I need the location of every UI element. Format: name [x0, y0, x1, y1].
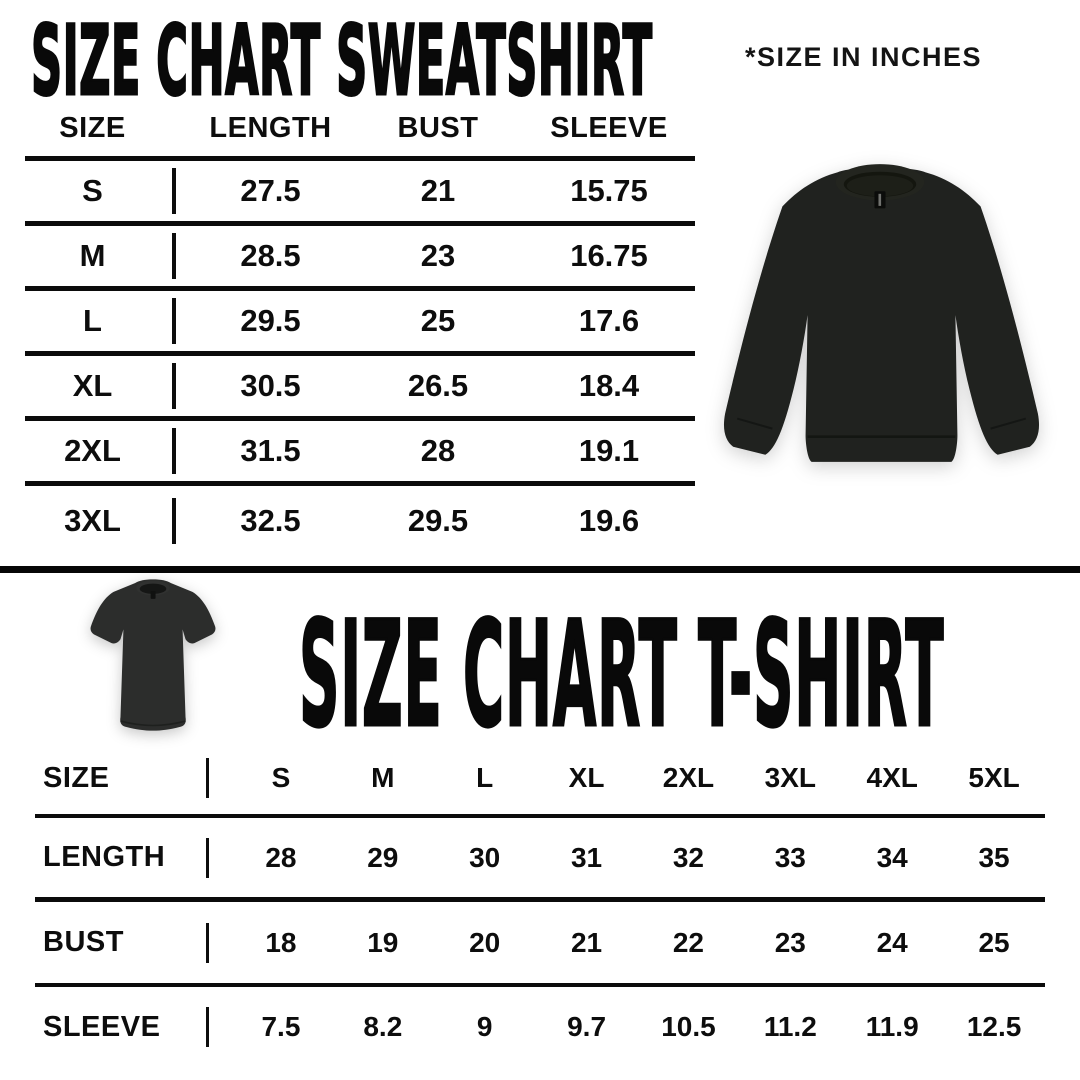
tshirt-image: [90, 579, 216, 731]
size-cell: XL: [72, 368, 113, 403]
table-row: LENGTH 28 29 30 31 32 33 34 35: [35, 818, 1045, 902]
value-cell: 28: [265, 841, 297, 873]
measure-label: LENGTH: [43, 841, 166, 873]
table-row: BUST 18 19 20 21 22 23 24 25: [35, 902, 1045, 987]
value-cell: 11.9: [865, 1011, 919, 1042]
value-cell: 10.5: [661, 1011, 716, 1042]
table-row: SLEEVE 7.5 8.2 9 9.7 10.5 11.2 11.9 12.5: [35, 987, 1045, 1067]
size-column-header: M: [371, 762, 395, 793]
sweatshirt-table-header: SIZE LENGTH BUST SLEEVE: [25, 100, 695, 161]
divider-bar: [160, 233, 188, 279]
sleeve-cell: 19.1: [578, 433, 640, 468]
value-cell: 9: [476, 1011, 493, 1042]
value-cell: 23: [774, 926, 806, 958]
value-cell: 33: [774, 841, 806, 873]
value-cell: 24: [876, 926, 908, 958]
table-row: XL 30.5 26.5 18.4: [25, 356, 695, 421]
sleeve-cell: 18.4: [578, 368, 640, 403]
bust-cell: 26.5: [407, 368, 469, 403]
measure-label: BUST: [43, 926, 124, 958]
bust-cell: 28: [420, 433, 456, 468]
sweatshirt-table-body: S 27.5 21 15.75 M 28.5 23 16.75 L 29.5 2…: [25, 161, 695, 556]
column-header-size: SIZE: [59, 111, 126, 144]
tshirt-table-body: LENGTH 28 29 30 31 32 33 34 35 BUST 18 19 20 21 22 2…: [35, 818, 1045, 1067]
size-column-header: S: [271, 762, 291, 793]
bust-cell: 29.5: [407, 503, 469, 538]
divider-bar: [160, 498, 188, 544]
value-cell: 31: [570, 841, 603, 873]
divider-bar: [185, 758, 230, 798]
length-cell: 29.5: [240, 303, 301, 338]
length-cell: 31.5: [240, 433, 301, 468]
divider-bar: [185, 922, 230, 963]
size-cell: 2XL: [64, 433, 121, 468]
length-cell: 32.5: [240, 503, 301, 538]
value-cell: 20: [469, 926, 501, 958]
sleeve-cell: 17.6: [578, 303, 640, 338]
tshirt-size-table: SIZE S M L XL 2XL 3XL 4XL 5XL LENGTH 28 29 30 31 32…: [35, 742, 1045, 1067]
value-cell: 18: [265, 926, 297, 958]
value-cell: 25: [978, 926, 1010, 958]
column-header-sleeve: SLEEVE: [550, 111, 668, 144]
divider-bar: [160, 298, 188, 344]
value-cell: 7.5: [261, 1011, 301, 1042]
measure-label: SLEEVE: [43, 1010, 161, 1043]
divider-bar: [185, 837, 230, 878]
table-row: S 27.5 21 15.75: [25, 161, 695, 226]
section-divider-line: [0, 566, 1080, 573]
tshirt-table-header: SIZE S M L XL 2XL 3XL 4XL 5XL: [35, 742, 1045, 818]
sleeve-cell: 16.75: [570, 238, 648, 273]
length-cell: 28.5: [240, 238, 301, 273]
length-cell: 30.5: [240, 368, 301, 403]
table-row: 2XL 31.5 28 19.1: [25, 421, 695, 486]
divider-bar: [160, 168, 188, 214]
table-row: 3XL 32.5 29.5 19.6: [25, 486, 695, 556]
sweatshirt-size-table: SIZE LENGTH BUST SLEEVE S 27.5 21 15.75 …: [25, 100, 695, 556]
value-cell: 29: [367, 841, 399, 873]
size-column-header: XL: [568, 762, 605, 793]
value-cell: 34: [876, 841, 908, 873]
length-cell: 27.5: [240, 173, 301, 208]
size-unit-note: *SIZE IN INCHES: [745, 42, 983, 72]
size-column-header: 3XL: [764, 762, 816, 793]
value-cell: 32: [672, 841, 705, 873]
value-cell: 8.2: [363, 1011, 403, 1042]
size-column-header: 4XL: [866, 762, 918, 793]
table-row: M 28.5 23 16.75: [25, 226, 695, 291]
value-cell: 12.5: [966, 1011, 1022, 1042]
size-column-header: L: [476, 762, 494, 793]
row-header-size: SIZE: [43, 761, 110, 794]
divider-bar: [160, 363, 188, 409]
value-cell: 21: [570, 926, 603, 958]
size-column-header: 2XL: [662, 762, 715, 793]
tshirt-title: SIZE CHART T-SHIRT: [298, 590, 945, 760]
bust-cell: 21: [420, 173, 456, 208]
column-header-bust: BUST: [397, 111, 479, 144]
value-cell: 30: [469, 841, 501, 873]
sleeve-cell: 19.6: [578, 503, 640, 538]
size-cell: L: [83, 303, 102, 338]
sweatshirt-title: SIZE CHART SWEATSHIRT: [30, 5, 653, 117]
value-cell: 22: [672, 926, 705, 958]
bust-cell: 25: [420, 303, 456, 338]
size-cell: S: [82, 173, 103, 208]
size-column-header: 5XL: [968, 762, 1020, 793]
divider-bar: [185, 1007, 230, 1047]
size-cell: 3XL: [64, 503, 121, 538]
table-row: L 29.5 25 17.6: [25, 291, 695, 356]
sweatshirt-image: [723, 164, 1040, 462]
bust-cell: 23: [420, 238, 456, 273]
column-header-length: LENGTH: [209, 111, 332, 144]
value-cell: 11.2: [763, 1011, 817, 1042]
value-cell: 9.7: [567, 1011, 607, 1042]
value-cell: 19: [367, 926, 399, 958]
sleeve-cell: 15.75: [570, 173, 648, 208]
size-cell: M: [79, 238, 106, 273]
divider-bar: [160, 428, 188, 474]
value-cell: 35: [978, 841, 1010, 873]
